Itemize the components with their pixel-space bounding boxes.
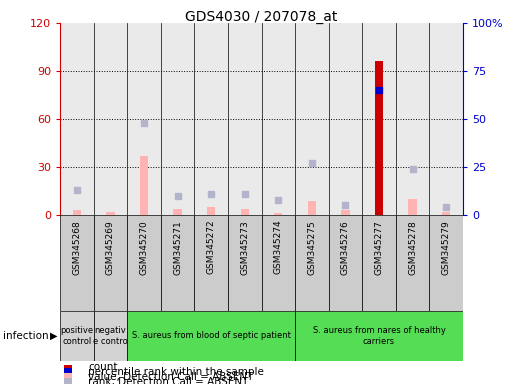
FancyBboxPatch shape	[94, 311, 127, 361]
Bar	[396, 23, 429, 215]
FancyBboxPatch shape	[228, 215, 262, 311]
Text: GSM345276: GSM345276	[341, 220, 350, 275]
Text: S. aureus from nares of healthy
carriers: S. aureus from nares of healthy carriers	[313, 326, 446, 346]
Text: rank, Detection Call = ABSENT: rank, Detection Call = ABSENT	[88, 377, 249, 384]
Text: negativ
e contro: negativ e contro	[93, 326, 128, 346]
FancyBboxPatch shape	[295, 215, 328, 311]
Bar	[262, 23, 295, 215]
FancyBboxPatch shape	[328, 215, 362, 311]
FancyBboxPatch shape	[262, 215, 295, 311]
FancyBboxPatch shape	[94, 215, 127, 311]
Bar	[127, 23, 161, 215]
Bar	[408, 199, 417, 215]
Bar	[328, 23, 362, 215]
FancyBboxPatch shape	[127, 215, 161, 311]
Text: count: count	[88, 362, 118, 372]
Bar	[106, 212, 115, 215]
Text: ▶: ▶	[50, 331, 57, 341]
Text: GSM345279: GSM345279	[441, 220, 451, 275]
Bar	[140, 156, 148, 215]
Bar	[241, 209, 249, 215]
Text: GSM345273: GSM345273	[240, 220, 249, 275]
Text: percentile rank within the sample: percentile rank within the sample	[88, 367, 264, 377]
Text: GSM345277: GSM345277	[374, 220, 383, 275]
Bar	[442, 212, 450, 215]
Bar	[94, 23, 127, 215]
Bar	[274, 214, 282, 215]
Bar	[161, 23, 195, 215]
Bar	[73, 210, 81, 215]
Bar	[375, 61, 383, 215]
Bar	[195, 23, 228, 215]
Text: GSM345274: GSM345274	[274, 220, 283, 275]
Bar	[362, 23, 396, 215]
Bar	[341, 210, 349, 215]
Bar	[207, 207, 215, 215]
FancyBboxPatch shape	[60, 311, 94, 361]
Bar	[375, 200, 383, 215]
FancyBboxPatch shape	[161, 215, 195, 311]
FancyBboxPatch shape	[195, 215, 228, 311]
FancyBboxPatch shape	[362, 215, 396, 311]
Text: S. aureus from blood of septic patient: S. aureus from blood of septic patient	[132, 331, 291, 341]
Bar	[295, 23, 328, 215]
Text: GSM345272: GSM345272	[207, 220, 215, 275]
Text: GSM345270: GSM345270	[140, 220, 149, 275]
Bar	[429, 23, 463, 215]
FancyBboxPatch shape	[60, 215, 94, 311]
Text: GSM345278: GSM345278	[408, 220, 417, 275]
Bar	[228, 23, 262, 215]
Text: GSM345269: GSM345269	[106, 220, 115, 275]
Text: GDS4030 / 207078_at: GDS4030 / 207078_at	[185, 10, 338, 23]
Text: GSM345268: GSM345268	[72, 220, 82, 275]
Bar	[60, 23, 94, 215]
FancyBboxPatch shape	[396, 215, 429, 311]
FancyBboxPatch shape	[127, 311, 295, 361]
Text: GSM345271: GSM345271	[173, 220, 182, 275]
Text: infection: infection	[3, 331, 48, 341]
Bar	[174, 209, 182, 215]
Text: positive
control: positive control	[60, 326, 94, 346]
Bar	[308, 200, 316, 215]
Text: value, Detection Call = ABSENT: value, Detection Call = ABSENT	[88, 372, 254, 382]
Text: GSM345275: GSM345275	[308, 220, 316, 275]
FancyBboxPatch shape	[429, 215, 463, 311]
FancyBboxPatch shape	[295, 311, 463, 361]
